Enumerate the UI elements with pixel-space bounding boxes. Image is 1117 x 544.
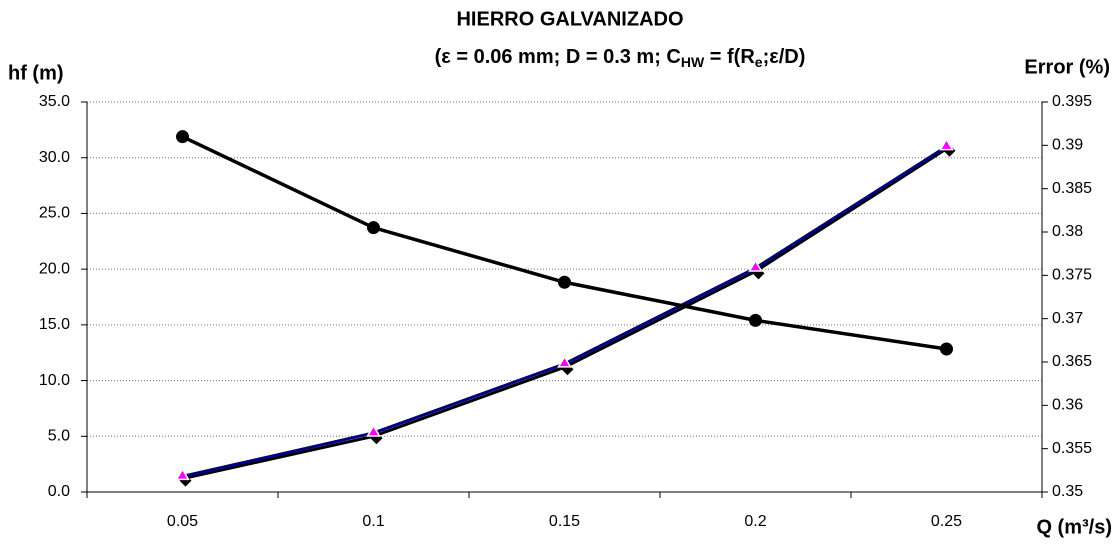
subscript: HW [681, 54, 705, 70]
x-tick-label: 0.1 [362, 513, 384, 530]
marker [367, 221, 380, 235]
y-tick-label: 15.0 [39, 316, 70, 333]
y2-tick-label: 0.385 [1052, 180, 1092, 197]
subtitle-part: = f(R [704, 46, 755, 68]
marker [557, 355, 572, 368]
y-tick-label: 5.0 [48, 428, 70, 445]
y-axis-label: hf (m) [8, 62, 64, 84]
y2-tick-label: 0.38 [1052, 223, 1083, 240]
y2-tick-label: 0.355 [1052, 440, 1092, 457]
marker [940, 342, 953, 356]
marker [176, 130, 189, 144]
chart-title: HIERRO GALVANIZADO [456, 8, 683, 30]
marker [366, 424, 381, 437]
y-tick-label: 10.0 [39, 372, 70, 389]
subtitle-part: (ε = 0.06 mm; D = 0.3 m; C [435, 46, 681, 68]
y2-tick-label: 0.35 [1052, 483, 1083, 500]
y2-tick-label: 0.36 [1052, 397, 1083, 414]
y2-axis-label: Error (%) [1024, 56, 1110, 78]
x-tick-label: 0.15 [549, 513, 580, 530]
y2-tick-label: 0.39 [1052, 137, 1083, 154]
y-tick-label: 20.0 [39, 260, 70, 277]
marker [939, 138, 954, 151]
y-tick-label: 30.0 [39, 149, 70, 166]
x-axis-label: Q (m³/s) [1036, 516, 1112, 538]
series-line [182, 145, 948, 478]
y2-tick-label: 0.37 [1052, 310, 1083, 327]
subtitle-part: ;ε/D) [763, 46, 806, 68]
y2-tick-label: 0.395 [1052, 93, 1092, 110]
subscript: e [755, 54, 763, 70]
y-tick-label: 35.0 [39, 93, 70, 110]
marker [175, 467, 190, 481]
marker [748, 259, 763, 272]
chart-subtitle: (ε = 0.06 mm; D = 0.3 m; CHW = f(Re;ε/D) [435, 46, 806, 69]
x-tick-label: 0.05 [167, 513, 198, 530]
y-tick-label: 25.0 [39, 205, 70, 222]
y2-tick-label: 0.375 [1052, 267, 1092, 284]
series-line [181, 135, 947, 351]
marker [558, 275, 571, 289]
x-tick-label: 0.2 [744, 513, 766, 530]
series-line [182, 147, 948, 481]
y2-tick-label: 0.365 [1052, 353, 1092, 370]
marker [749, 313, 762, 327]
y-tick-label: 0.0 [48, 483, 70, 500]
x-tick-label: 0.25 [931, 513, 962, 530]
